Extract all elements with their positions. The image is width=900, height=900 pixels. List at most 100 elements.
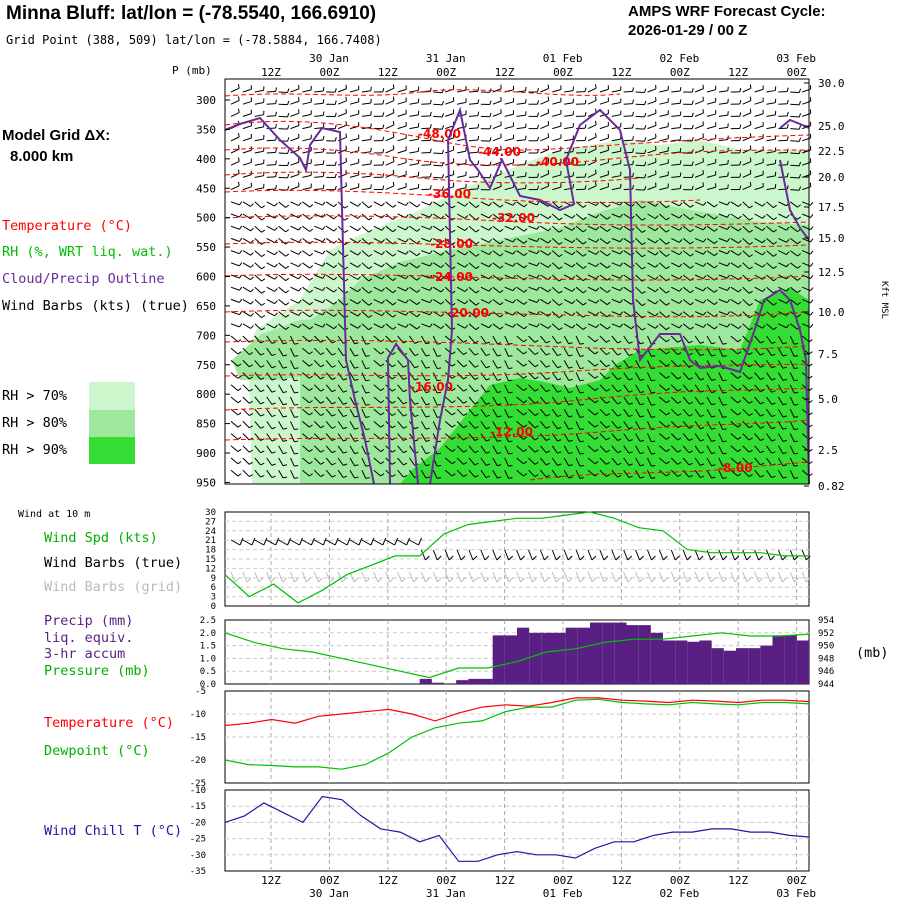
wind-barb-flag bbox=[477, 184, 480, 189]
wind-barb-flag bbox=[392, 228, 397, 233]
wind-speed-tick-label: 6 bbox=[211, 583, 216, 593]
wind10-barb-grid bbox=[480, 571, 486, 583]
wind-barb-flag bbox=[451, 278, 456, 282]
wind-barb bbox=[349, 433, 355, 442]
wind-barb bbox=[647, 433, 652, 442]
wind-barb bbox=[480, 469, 487, 478]
wind-barb-flag bbox=[641, 303, 646, 307]
wind10-barb-grid-flag bbox=[663, 577, 668, 583]
wind-barb bbox=[421, 262, 430, 267]
wind-barb bbox=[587, 347, 596, 355]
wind-barb-flag bbox=[333, 289, 338, 293]
contour-label: -20.00 bbox=[446, 306, 489, 320]
wind-barb-flag bbox=[594, 84, 597, 89]
wind-barb-flag bbox=[726, 225, 731, 230]
wind-barb-flag bbox=[534, 388, 539, 392]
wind-barb-flag bbox=[488, 251, 492, 255]
wind-barb-flag bbox=[381, 251, 385, 256]
wind-barb bbox=[385, 299, 394, 306]
wind-barb-flag bbox=[477, 99, 480, 104]
wind-barb bbox=[492, 262, 501, 269]
wind-barb-flag bbox=[309, 473, 313, 477]
precip-tick-label: 1.0 bbox=[200, 654, 216, 664]
wind-barb-flag bbox=[274, 324, 278, 329]
wind-barb-flag bbox=[331, 389, 336, 393]
wind-barb-flag bbox=[414, 414, 419, 418]
wind-barb bbox=[409, 445, 416, 454]
wind-barb bbox=[397, 250, 407, 255]
wind-barb bbox=[671, 127, 681, 130]
wind-barb bbox=[754, 274, 763, 280]
windchill-tick-label: -15 bbox=[190, 802, 206, 812]
wind-barb-flag bbox=[545, 426, 551, 429]
wind-barb-flag bbox=[677, 352, 682, 355]
wind10-barb-flag bbox=[346, 537, 351, 546]
wind-barb-flag bbox=[320, 449, 325, 453]
wind10-barb-grid-flag bbox=[698, 577, 704, 583]
wind-barb bbox=[468, 372, 476, 380]
wind-barb bbox=[777, 396, 784, 406]
wind-barb-flag bbox=[309, 326, 314, 330]
wind-barb bbox=[611, 250, 621, 255]
wind10-barb-grid-flag bbox=[520, 577, 525, 583]
wind-barb bbox=[718, 457, 724, 467]
wind-barb bbox=[468, 139, 479, 142]
wind10-barb-flag bbox=[603, 555, 609, 561]
wind-speed-tick-label: 30 bbox=[205, 508, 216, 518]
wind-barb-flag bbox=[237, 375, 242, 379]
wind-barb-flag bbox=[475, 326, 480, 330]
wind-barb bbox=[468, 421, 476, 429]
wind-barb bbox=[754, 262, 763, 268]
wind-barb bbox=[290, 457, 295, 467]
wind-barb bbox=[623, 90, 633, 93]
wind-barb-flag bbox=[568, 476, 573, 479]
wind-barb bbox=[766, 163, 776, 166]
wind-barb-flag bbox=[737, 400, 742, 404]
wind-barb-flag bbox=[331, 340, 336, 344]
wind-barb bbox=[516, 213, 525, 220]
wind-barb bbox=[718, 274, 728, 279]
wind-barb-flag bbox=[425, 452, 430, 455]
wind-barb-flag bbox=[237, 351, 242, 355]
wind-barb bbox=[766, 126, 776, 130]
model-grid-label: Model Grid ΔX: bbox=[2, 127, 111, 144]
wind-barb-flag bbox=[537, 136, 540, 141]
wind-barb-flag bbox=[808, 351, 813, 355]
wind-barb bbox=[659, 138, 669, 142]
wind-barb bbox=[671, 298, 680, 304]
wind-barb-flag bbox=[654, 227, 659, 232]
wind-barb-flag bbox=[298, 202, 302, 206]
wind-barb bbox=[682, 201, 691, 208]
wind-barb-flag bbox=[477, 123, 480, 128]
pressure-label: Pressure (mb) bbox=[44, 663, 150, 679]
wind-barb bbox=[313, 347, 322, 355]
wind-barb-flag bbox=[508, 342, 513, 345]
precip-bar bbox=[541, 632, 554, 684]
wind-barb bbox=[254, 286, 262, 294]
wind-barb bbox=[718, 445, 724, 455]
wind-barb-flag bbox=[260, 365, 265, 368]
wind-barb-flag bbox=[748, 425, 753, 429]
wind-barb-flag bbox=[782, 391, 787, 394]
wind-barb-flag bbox=[287, 125, 290, 130]
precip-bar bbox=[456, 680, 469, 684]
wind-barb bbox=[409, 213, 418, 220]
wind-barb-flag bbox=[654, 239, 659, 244]
wind-barb-flag bbox=[771, 414, 776, 418]
wind-barb bbox=[540, 457, 547, 466]
precip-label: Precip (mm) bbox=[44, 613, 134, 629]
wind-barb bbox=[456, 469, 464, 477]
wind-barb bbox=[718, 151, 728, 154]
wind-barb-flag bbox=[497, 378, 502, 381]
wind10-barb-grid-flag bbox=[317, 577, 323, 583]
wind10-barb-grid bbox=[385, 571, 391, 583]
wind-barb-flag bbox=[249, 449, 253, 453]
wind-barb bbox=[242, 445, 250, 453]
wind-barb bbox=[766, 433, 773, 442]
wind-barb-flag bbox=[309, 448, 313, 452]
wind-barb bbox=[504, 138, 514, 142]
wind-barb bbox=[516, 311, 525, 318]
wind-barb-flag bbox=[343, 390, 348, 393]
wind-barb bbox=[266, 274, 275, 280]
wind-barb-flag bbox=[571, 239, 576, 243]
